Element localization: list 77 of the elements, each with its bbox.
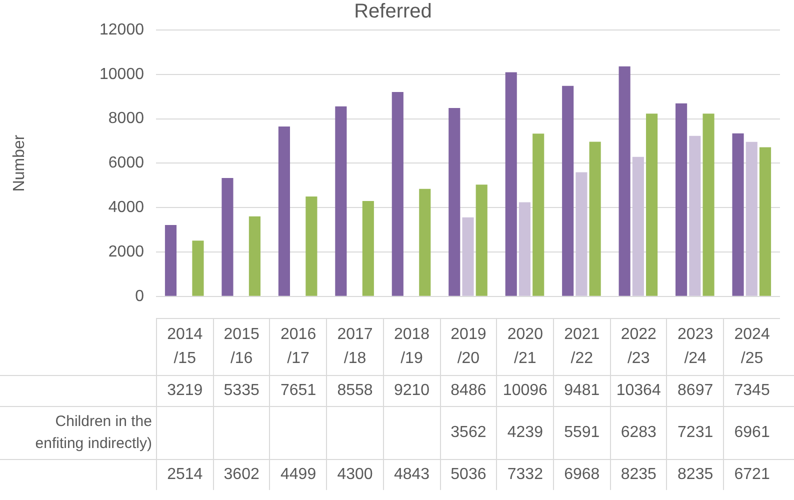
data-label: 2514 — [156, 460, 213, 490]
x-tick-label: 2018/19 — [392, 325, 431, 369]
x-tick-label: 2023/24 — [676, 325, 714, 369]
data-label: 5036 — [440, 460, 496, 490]
x-tick-label: 2024/25 — [733, 325, 771, 369]
y-tick-label: 6000 — [108, 154, 144, 172]
bar — [676, 103, 688, 296]
text: Children in the enfiting indirectly) — [34, 412, 152, 454]
x-tick-label: 2016/17 — [280, 325, 318, 369]
y-tick-label: 12000 — [100, 21, 144, 38]
data-label: 5335 — [212, 376, 270, 406]
data-label: 6968 — [553, 460, 610, 490]
data-label: 6721 — [723, 460, 780, 490]
data-label: 6961 — [723, 407, 780, 459]
bar — [392, 92, 404, 296]
x-tick-label: 2021/22 — [563, 325, 601, 369]
data-label: 4499 — [269, 460, 326, 490]
bar — [476, 184, 488, 296]
bar — [646, 114, 658, 296]
bar — [335, 106, 347, 296]
data-label: 8235 — [666, 460, 724, 490]
y-tick-label: 0 — [135, 288, 144, 305]
y-tick-label: 2000 — [108, 243, 144, 260]
bar — [164, 224, 177, 296]
data-label: 9210 — [382, 376, 440, 406]
x-tick-label: 2022/23 — [620, 325, 658, 369]
bar — [362, 200, 374, 296]
data-label: 3602 — [212, 460, 270, 490]
data-label: 9481 — [553, 376, 610, 406]
bar — [702, 114, 714, 296]
x-tick-label: 2014/15 — [166, 325, 204, 369]
data-label: 4239 — [496, 407, 554, 459]
x-tick-label: 2019/20 — [450, 325, 488, 369]
y-axis-title: Number — [11, 134, 28, 192]
data-label: 5591 — [553, 407, 610, 459]
data-label: 10364 — [610, 376, 666, 406]
bar — [689, 136, 701, 296]
x-tick-label: 2020/21 — [506, 325, 544, 369]
data-label: 8235 — [610, 460, 666, 490]
bar — [746, 142, 758, 296]
data-label: 3562 — [440, 407, 496, 459]
bar — [632, 156, 644, 296]
bar — [562, 86, 574, 296]
x-tick-label: 2015/16 — [222, 325, 260, 369]
bar — [618, 66, 630, 296]
bar — [532, 134, 544, 296]
data-label: 8697 — [666, 376, 724, 406]
data-label: 4843 — [382, 460, 440, 490]
data-label: 8558 — [326, 376, 383, 406]
y-tick-label: 4000 — [108, 199, 144, 216]
bar — [759, 147, 772, 296]
y-tick-label: 10000 — [100, 66, 144, 83]
data-label: 7651 — [269, 376, 326, 406]
x-tick-label: 2017/18 — [336, 325, 374, 369]
data-label: 6283 — [610, 407, 666, 459]
y-tick-label: 8000 — [108, 110, 144, 128]
bar — [462, 217, 474, 296]
bar — [306, 196, 318, 296]
data-label: 7345 — [723, 376, 780, 406]
bar — [589, 142, 601, 296]
bar — [732, 133, 744, 296]
data-label: 7332 — [496, 460, 554, 490]
bar — [278, 126, 290, 296]
bar — [505, 72, 517, 296]
data-label: 10096 — [496, 376, 554, 406]
bar — [419, 188, 431, 296]
data-label: 8486 — [440, 376, 496, 406]
bar — [248, 216, 260, 296]
data-label: 4300 — [326, 460, 383, 490]
bar — [576, 172, 588, 296]
bar — [222, 178, 234, 296]
bar — [448, 108, 460, 296]
data-label: 3219 — [156, 376, 213, 406]
bar — [518, 202, 531, 296]
chart-title: Referred — [354, 0, 432, 23]
bar — [192, 240, 204, 296]
data-label: 7231 — [666, 407, 724, 459]
